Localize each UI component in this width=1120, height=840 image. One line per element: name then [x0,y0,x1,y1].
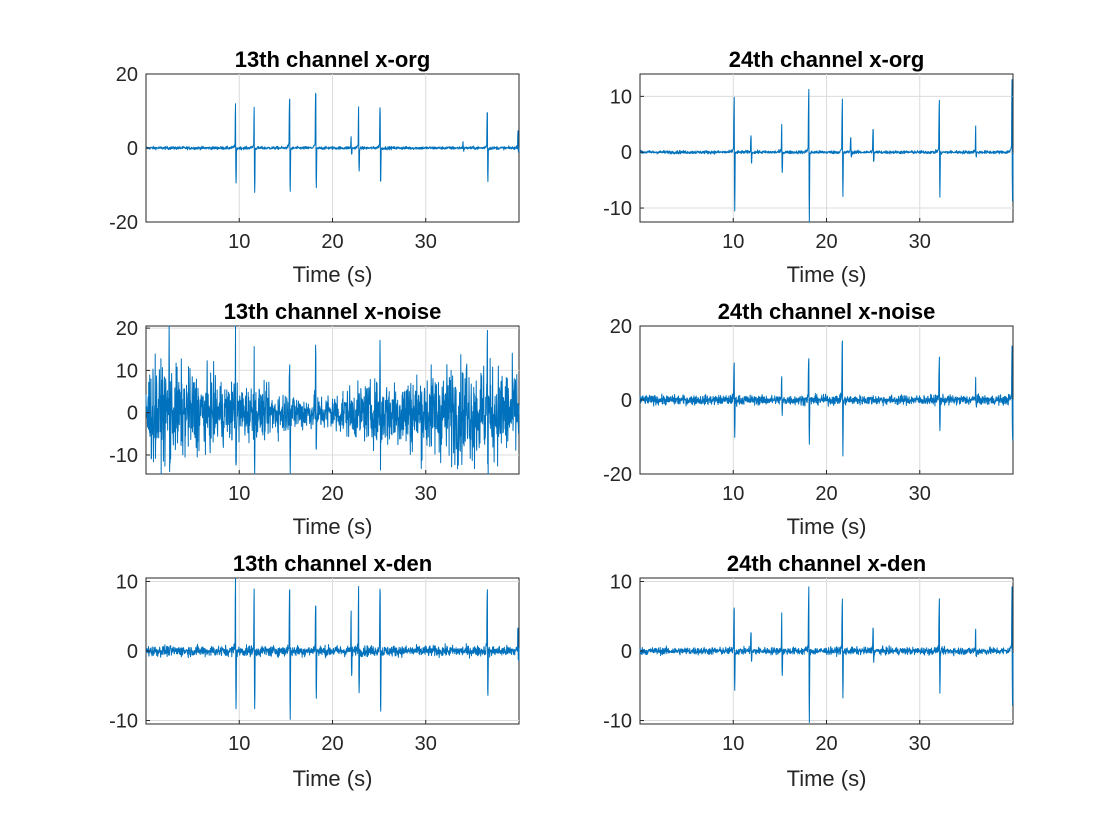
y-tick-label: 10 [610,86,632,108]
x-tick-label: 30 [415,231,437,253]
y-tick-label: 0 [621,390,632,412]
y-tick-label: 20 [116,318,138,340]
x-tick-label: 10 [228,231,250,253]
subplot-13th-channel-x-noise: 10 20 30 -10 0 10 20 13th channel x-noise Time… [109,299,520,539]
y-tick-label: 0 [127,138,138,160]
y-tick-label: 10 [610,571,632,593]
signal-line [639,340,1014,457]
x-tick-label: 30 [909,231,931,253]
subplot-title: 13th channel x-org [235,47,431,72]
y-tick-label: -10 [109,711,138,733]
y-tick-label: 10 [116,360,138,382]
x-tick-label: 20 [321,733,343,755]
y-tick-label: 0 [621,641,632,663]
x-tick-label: 20 [321,231,343,253]
y-tick-label: -10 [109,445,138,467]
y-tick-label: -10 [603,711,632,733]
subplot-title: 24th channel x-den [727,551,926,576]
signal-line [145,325,520,475]
y-tick-label: -20 [109,212,138,234]
signal-trace [145,577,520,720]
x-tick-label: 10 [228,483,250,505]
x-tick-label: 20 [815,231,837,253]
axes-ticks: 10 20 30 -10 0 10 20 [109,318,437,505]
x-tick-label: 20 [815,733,837,755]
signal-trace [145,325,520,475]
subplot-title: 24th channel x-org [729,47,925,72]
axes-ticks: 10 20 30 -10 0 10 [603,571,931,755]
x-axis-label: Time (s) [787,514,867,539]
signal-trace [639,340,1014,457]
x-tick-label: 10 [722,483,744,505]
subplot-title: 13th channel x-noise [224,299,442,324]
signal-trace [639,79,1014,223]
y-tick-label: 20 [116,64,138,86]
x-tick-label: 20 [321,483,343,505]
subplot-13th-channel-x-den: 10 20 30 -10 0 10 13th channel x-den Time (s) [109,551,520,791]
x-axis-label: Time (s) [293,514,373,539]
y-tick-label: 0 [621,142,632,164]
y-tick-label: -20 [603,464,632,486]
x-tick-label: 10 [722,733,744,755]
axes-ticks: 10 20 30 -10 0 10 [109,571,437,755]
subplot-title: 24th channel x-noise [718,299,936,324]
x-tick-label: 30 [909,733,931,755]
x-axis-label: Time (s) [787,766,867,791]
x-axis-label: Time (s) [293,262,373,287]
subplot-13th-channel-x-org: 10 20 30 -20 0 20 13th channel x-org Time (s) [109,47,520,287]
signal-trace [639,586,1014,723]
y-tick-label: 20 [610,316,632,338]
y-tick-label: 0 [127,403,138,425]
signal-line [639,79,1014,223]
signal-line [145,577,520,720]
subplot-24th-channel-x-noise: 10 20 30 -20 0 20 24th channel x-noise Time (… [603,299,1014,539]
y-tick-label: -10 [603,198,632,220]
x-axis-label: Time (s) [787,262,867,287]
subplot-title: 13th channel x-den [233,551,432,576]
x-tick-label: 10 [722,231,744,253]
x-axis-label: Time (s) [293,766,373,791]
signal-line [639,586,1014,723]
x-tick-label: 20 [815,483,837,505]
x-tick-label: 10 [228,733,250,755]
axes-ticks: 10 20 30 -20 0 20 [603,316,931,505]
x-tick-label: 30 [415,483,437,505]
y-tick-label: 0 [127,641,138,663]
y-tick-label: 10 [116,571,138,593]
subplot-24th-channel-x-org: 10 20 30 -10 0 10 24th channel x-org Time (s) [603,47,1014,287]
x-tick-label: 30 [415,733,437,755]
axes-ticks: 10 20 30 -20 0 20 [109,64,437,253]
signal-trace [145,92,520,193]
axes-ticks: 10 20 30 -10 0 10 [603,86,931,253]
signal-line [145,92,520,193]
subplot-24th-channel-x-den: 10 20 30 -10 0 10 24th channel x-den Time (s) [603,551,1014,791]
x-tick-label: 30 [909,483,931,505]
